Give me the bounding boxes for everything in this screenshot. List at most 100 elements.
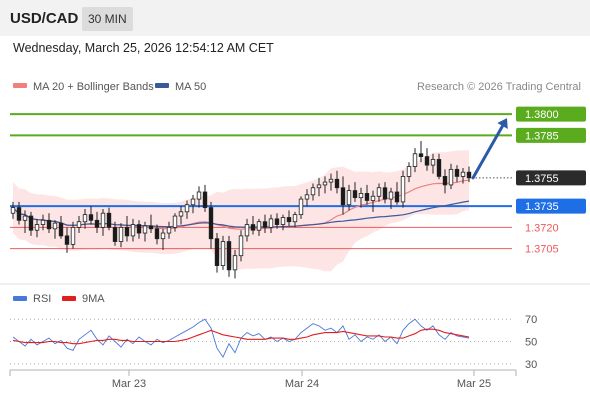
candle-body-34 bbox=[214, 238, 220, 266]
rsi-tick-2: 30 bbox=[525, 359, 537, 371]
legend-rsi-label: RSI bbox=[33, 293, 51, 305]
candle-body-49 bbox=[304, 194, 310, 200]
level-label-0: 1.3800 bbox=[525, 109, 559, 121]
target-arrow-shaft bbox=[471, 124, 505, 180]
candle-body-57 bbox=[352, 190, 358, 199]
ma50-line bbox=[12, 200, 470, 228]
candle-body-42 bbox=[262, 221, 268, 228]
candles bbox=[10, 141, 472, 279]
x-axis: Mar 23 Mar 24 Mar 25 bbox=[9, 369, 517, 390]
candle-body-63 bbox=[388, 191, 394, 200]
candle-body-19 bbox=[124, 226, 130, 237]
candle-body-58 bbox=[358, 193, 364, 199]
candle-body-75 bbox=[460, 171, 466, 177]
candle-body-45 bbox=[280, 217, 286, 225]
source-label: Research © 2026 Trading Central bbox=[417, 81, 581, 93]
candle-body-38 bbox=[238, 235, 244, 257]
candle-body-39 bbox=[244, 224, 250, 237]
candle-body-37 bbox=[232, 255, 238, 271]
candle-body-46 bbox=[286, 217, 292, 223]
level-label-4: 1.3705 bbox=[525, 244, 559, 256]
level-tag-2 bbox=[516, 198, 586, 214]
target-arrow-head bbox=[497, 118, 508, 129]
rsi-tick-1: 50 bbox=[525, 337, 537, 349]
x-tick-2: Mar 25 bbox=[457, 378, 491, 390]
candle-body-72 bbox=[442, 176, 448, 186]
candle-body-74 bbox=[454, 168, 460, 177]
candle-body-61 bbox=[376, 187, 382, 197]
candle-body-2 bbox=[22, 215, 28, 221]
chart-overlay: 1.3755 bbox=[471, 118, 586, 186]
rsi-series-1 bbox=[12, 328, 470, 345]
candle-body-71 bbox=[436, 159, 442, 177]
candle-body-64 bbox=[394, 191, 400, 203]
level-label-3: 1.3720 bbox=[525, 222, 559, 234]
x-tick-1: Mar 24 bbox=[285, 378, 319, 390]
candle-body-55 bbox=[340, 187, 346, 206]
candle-body-35 bbox=[220, 241, 226, 267]
chart-header: USD/CAD 30 MIN bbox=[0, 0, 590, 36]
level-tag-1 bbox=[516, 127, 586, 143]
candle-body-59 bbox=[364, 193, 370, 201]
candle-body-27 bbox=[172, 215, 178, 228]
candle-body-16 bbox=[106, 212, 112, 228]
candle-body-32 bbox=[202, 191, 208, 208]
rsi-legend: RSI 9MA bbox=[13, 293, 105, 305]
candle-body-52 bbox=[322, 181, 328, 186]
candle-body-65 bbox=[400, 176, 406, 203]
candle-body-31 bbox=[196, 191, 202, 200]
candle-body-21 bbox=[136, 224, 142, 234]
candle-body-1 bbox=[16, 207, 22, 221]
candle-body-60 bbox=[370, 195, 376, 201]
price-levels: 1.3800 1.3785 1.3735 1.3720 1.3705 bbox=[10, 106, 586, 256]
candle-body-47 bbox=[292, 214, 298, 223]
candle-body-73 bbox=[448, 168, 454, 186]
candle-body-10 bbox=[70, 226, 76, 245]
candle-body-40 bbox=[250, 224, 256, 231]
candle-body-3 bbox=[28, 215, 34, 231]
candle-body-43 bbox=[268, 218, 274, 228]
candle-body-67 bbox=[412, 153, 418, 167]
level-tag-0 bbox=[516, 106, 586, 122]
candle-body-66 bbox=[406, 166, 412, 177]
candle-body-18 bbox=[118, 226, 124, 242]
legend-9ma-label: 9MA bbox=[82, 293, 105, 305]
rsi-panel: 70 50 30 bbox=[10, 314, 537, 371]
candle-body-4 bbox=[34, 224, 40, 231]
candle-body-54 bbox=[334, 178, 340, 189]
candle-body-20 bbox=[130, 224, 136, 237]
candle-body-53 bbox=[328, 178, 334, 183]
candle-body-29 bbox=[184, 204, 190, 213]
candle-body-14 bbox=[94, 219, 100, 228]
candle-body-13 bbox=[88, 214, 94, 221]
candle-body-44 bbox=[274, 218, 280, 225]
interval-button[interactable]: 30 MIN bbox=[82, 7, 133, 31]
rsi-tick-0: 70 bbox=[525, 314, 537, 326]
candle-body-15 bbox=[100, 212, 106, 228]
main-legend: MA 20 + Bollinger Bands MA 50 Research ©… bbox=[13, 81, 581, 93]
candle-body-6 bbox=[46, 219, 52, 230]
legend-ma50-label: MA 50 bbox=[175, 81, 206, 93]
candle-body-70 bbox=[430, 159, 436, 166]
x-tick-0: Mar 23 bbox=[112, 378, 146, 390]
legend-ma20-swatch bbox=[13, 83, 27, 88]
candle-body-25 bbox=[160, 232, 166, 240]
candle-body-56 bbox=[346, 190, 352, 206]
candle-body-50 bbox=[310, 187, 316, 196]
candle-body-22 bbox=[142, 225, 148, 234]
candle-body-24 bbox=[154, 228, 160, 240]
candle-body-28 bbox=[178, 211, 184, 217]
candle-body-8 bbox=[58, 222, 64, 237]
candle-body-26 bbox=[166, 226, 172, 234]
candle-body-76 bbox=[466, 171, 472, 179]
candle-body-48 bbox=[298, 198, 304, 216]
current-price-label: 1.3755 bbox=[525, 173, 559, 185]
level-label-2: 1.3735 bbox=[525, 201, 559, 213]
candle-body-7 bbox=[52, 222, 58, 230]
symbol-label: USD/CAD bbox=[10, 10, 79, 27]
candle-body-69 bbox=[424, 156, 430, 166]
candle-body-0 bbox=[10, 207, 16, 214]
legend-9ma-swatch bbox=[62, 296, 76, 301]
candle-body-33 bbox=[208, 207, 214, 240]
